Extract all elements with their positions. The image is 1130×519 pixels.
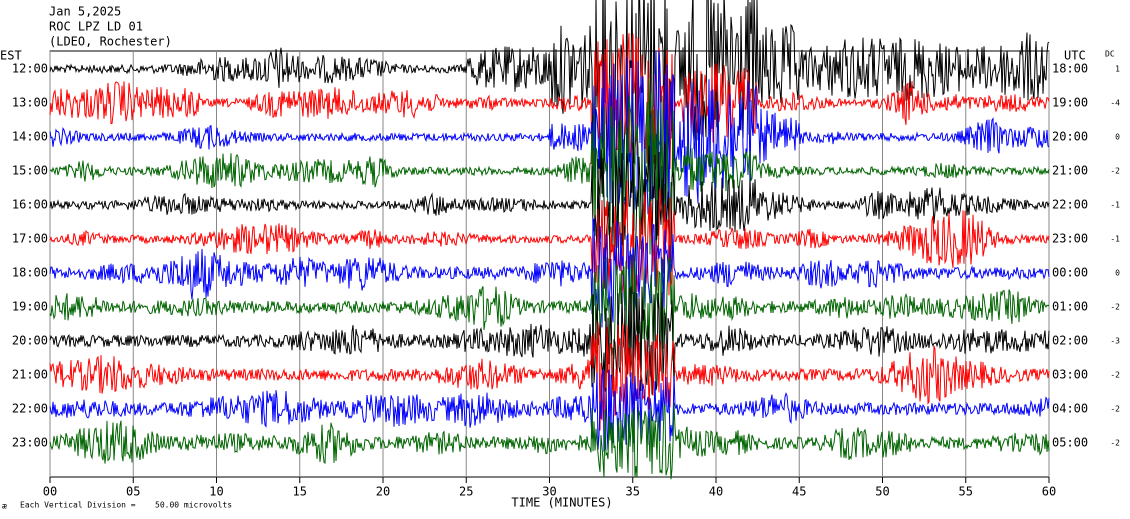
x-tick-label: 35 — [626, 485, 640, 499]
seismic-trace — [49, 286, 1050, 397]
right-unit: UTC — [1064, 49, 1086, 63]
dc-value: -4 — [1110, 99, 1120, 108]
utc-label: 22:00 — [1052, 198, 1088, 212]
dc-value: 0 — [1115, 269, 1120, 278]
dc-value: -3 — [1110, 337, 1120, 346]
x-tick-label: 15 — [293, 485, 307, 499]
est-label: 14:00 — [12, 130, 48, 144]
footer-value: 50.00 microvolts — [155, 501, 232, 510]
est-label: 19:00 — [12, 300, 48, 314]
est-label: 17:00 — [12, 232, 48, 246]
utc-label: 20:00 — [1052, 130, 1088, 144]
est-label: 20:00 — [12, 334, 48, 348]
x-tick-label: 55 — [959, 485, 973, 499]
x-tick-label: 05 — [126, 485, 140, 499]
est-label: 21:00 — [12, 368, 48, 382]
seismic-trace — [49, 254, 1050, 361]
x-tick-label: 30 — [542, 485, 556, 499]
est-label: 12:00 — [12, 62, 48, 76]
utc-label: 21:00 — [1052, 164, 1088, 178]
dc-value: -1 — [1110, 201, 1120, 210]
est-label: 22:00 — [12, 402, 48, 416]
utc-label: 02:00 — [1052, 334, 1088, 348]
utc-label: 00:00 — [1052, 266, 1088, 280]
est-label: 16:00 — [12, 198, 48, 212]
dc-value: -2 — [1110, 303, 1120, 312]
utc-label: 19:00 — [1052, 96, 1088, 110]
x-tick-label: 40 — [709, 485, 723, 499]
seismic-trace — [49, 77, 1050, 255]
footer-icon: æ — [2, 502, 7, 511]
est-label: 13:00 — [12, 96, 48, 110]
utc-label: 05:00 — [1052, 436, 1088, 450]
seismic-trace — [49, 369, 1050, 453]
header-date: Jan 5,2025 — [49, 5, 121, 19]
utc-label: 18:00 — [1052, 62, 1088, 76]
utc-label: 23:00 — [1052, 232, 1088, 246]
utc-label: 01:00 — [1052, 300, 1088, 314]
seismic-trace — [49, 402, 1050, 480]
seismic-trace — [49, 0, 1050, 181]
x-tick-label: 25 — [459, 485, 473, 499]
est-label: 18:00 — [12, 266, 48, 280]
footer-scale: Each Vertical Division = — [20, 501, 136, 510]
seismic-trace — [49, 218, 1050, 328]
x-tick-label: 10 — [209, 485, 223, 499]
utc-label: 04:00 — [1052, 402, 1088, 416]
dc-value: -1 — [1110, 235, 1120, 244]
seismic-trace — [49, 33, 1050, 170]
seismic-trace — [49, 322, 1050, 431]
seismic-trace — [49, 141, 1050, 268]
x-tick-label: 60 — [1042, 485, 1056, 499]
dc-value: -2 — [1110, 405, 1120, 414]
dc-label: DC — [1105, 50, 1115, 59]
est-label: 23:00 — [12, 436, 48, 450]
seismic-trace — [49, 50, 1050, 223]
header-network: (LDEO, Rochester) — [49, 35, 172, 49]
dc-value: -2 — [1110, 167, 1120, 176]
x-tick-label: 50 — [875, 485, 889, 499]
left-unit: EST — [0, 49, 22, 63]
seismic-trace — [49, 180, 1050, 296]
x-tick-label: 20 — [376, 485, 390, 499]
x-tick-label: 45 — [792, 485, 806, 499]
dc-value: 0 — [1115, 133, 1120, 142]
utc-label: 03:00 — [1052, 368, 1088, 382]
dc-value: -2 — [1110, 439, 1120, 448]
dc-value: -2 — [1110, 371, 1120, 380]
header-station: ROC LPZ LD 01 — [49, 20, 143, 34]
x-tick-label: 00 — [43, 485, 57, 499]
est-label: 15:00 — [12, 164, 48, 178]
dc-value: 1 — [1115, 65, 1120, 74]
x-axis-label: TIME (MINUTES) — [511, 496, 612, 510]
